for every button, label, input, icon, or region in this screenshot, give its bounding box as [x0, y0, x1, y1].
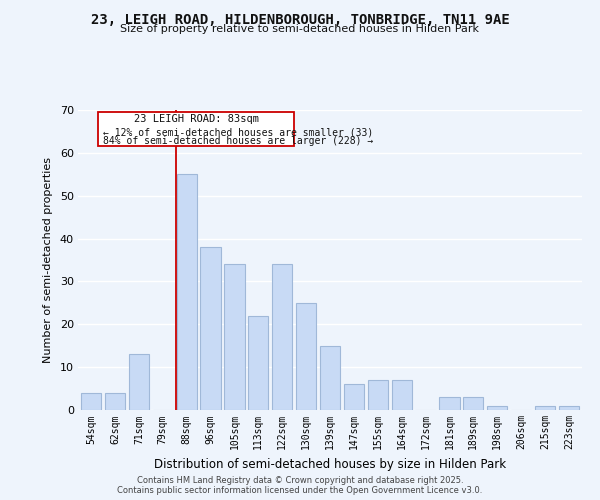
- Bar: [129, 354, 149, 410]
- Bar: [344, 384, 364, 410]
- Bar: [176, 174, 197, 410]
- Bar: [105, 393, 125, 410]
- Text: Size of property relative to semi-detached houses in Hilden Park: Size of property relative to semi-detach…: [121, 24, 479, 34]
- Bar: [296, 303, 316, 410]
- Text: 23 LEIGH ROAD: 83sqm: 23 LEIGH ROAD: 83sqm: [134, 114, 259, 124]
- Bar: [487, 406, 508, 410]
- Bar: [248, 316, 268, 410]
- Bar: [392, 380, 412, 410]
- Bar: [272, 264, 292, 410]
- X-axis label: Distribution of semi-detached houses by size in Hilden Park: Distribution of semi-detached houses by …: [154, 458, 506, 471]
- Text: 84% of semi-detached houses are larger (228) →: 84% of semi-detached houses are larger (…: [103, 136, 373, 146]
- Bar: [81, 393, 101, 410]
- Bar: [559, 406, 579, 410]
- Text: Contains HM Land Registry data © Crown copyright and database right 2025.: Contains HM Land Registry data © Crown c…: [137, 476, 463, 485]
- Bar: [439, 397, 460, 410]
- Bar: [224, 264, 245, 410]
- FancyBboxPatch shape: [98, 112, 294, 146]
- Bar: [463, 397, 484, 410]
- Text: ← 12% of semi-detached houses are smaller (33): ← 12% of semi-detached houses are smalle…: [103, 128, 373, 138]
- Text: Contains public sector information licensed under the Open Government Licence v3: Contains public sector information licen…: [118, 486, 482, 495]
- Y-axis label: Number of semi-detached properties: Number of semi-detached properties: [43, 157, 53, 363]
- Bar: [320, 346, 340, 410]
- Bar: [535, 406, 555, 410]
- Text: 23, LEIGH ROAD, HILDENBOROUGH, TONBRIDGE, TN11 9AE: 23, LEIGH ROAD, HILDENBOROUGH, TONBRIDGE…: [91, 12, 509, 26]
- Bar: [200, 247, 221, 410]
- Bar: [368, 380, 388, 410]
